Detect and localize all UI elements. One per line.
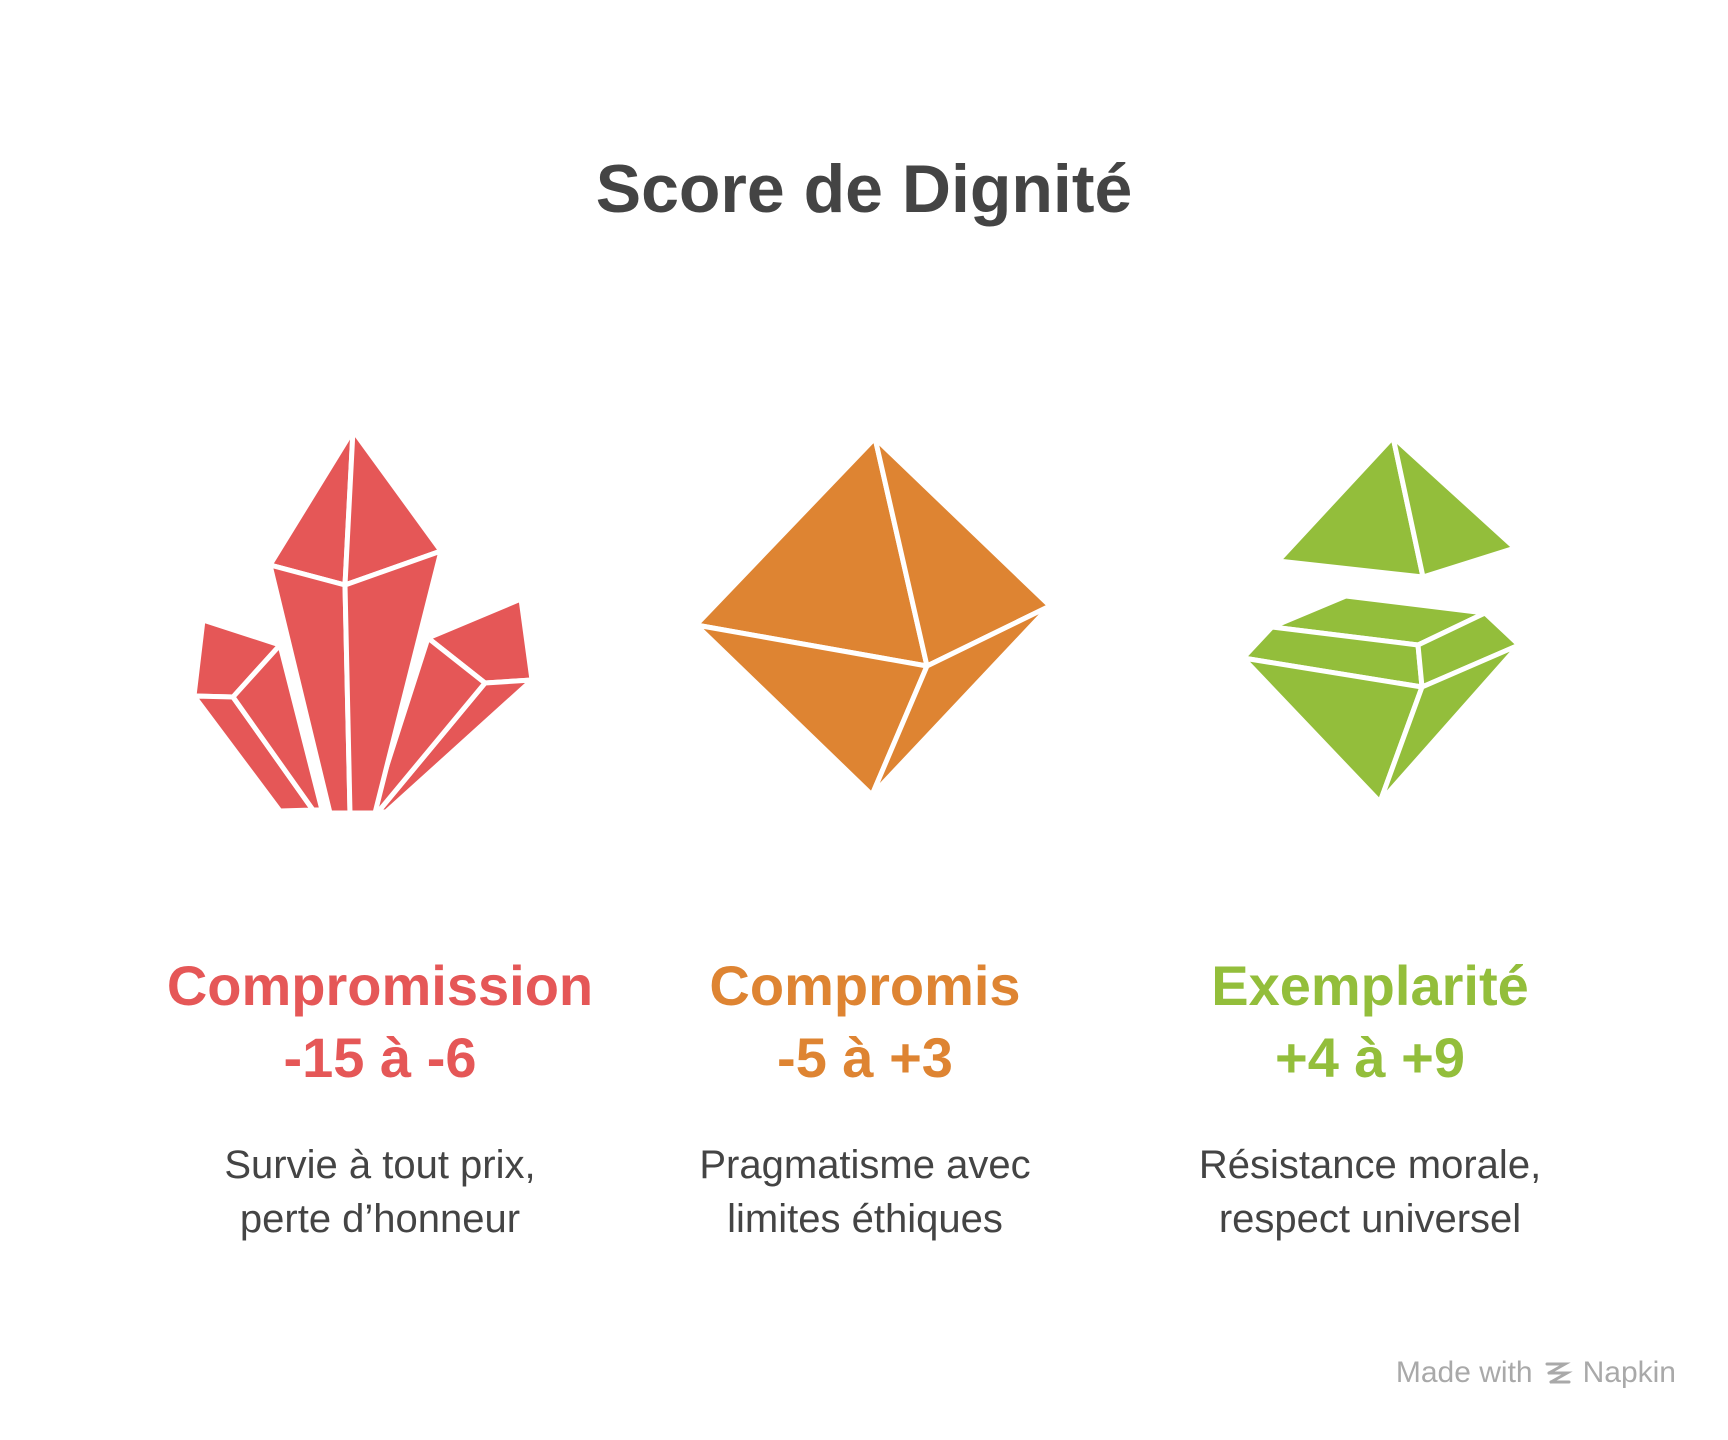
napkin-brand-label: Napkin: [1582, 1356, 1676, 1389]
split-gem-icon: [1240, 434, 1522, 805]
description-line: perte d’honneur: [239, 1197, 521, 1241]
category-name: Compromission: [166, 954, 594, 1017]
napkin-logo-icon: [1545, 1362, 1573, 1384]
category-compromission: Compromission -15 à -6 Survie à tout pri…: [80, 950, 680, 1246]
category-compromis: Compromis -5 à +3 Pragmatisme avec limit…: [565, 950, 1165, 1246]
category-description: Survie à tout prix, perte d’honneur: [80, 1138, 680, 1246]
octahedron-icon: [693, 435, 1053, 798]
category-exemplarite: Exemplarité +4 à +9 Résistance morale, r…: [1070, 950, 1670, 1246]
description-line: limites éthiques: [727, 1197, 1003, 1241]
made-with-label: Made with: [1395, 1356, 1533, 1389]
crystal-cluster-icon: [191, 427, 535, 816]
description-line: Résistance morale,: [1198, 1143, 1542, 1187]
category-description: Résistance morale, respect universel: [1070, 1138, 1670, 1246]
made-with-napkin-badge[interactable]: Made with Napkin: [1396, 1356, 1676, 1390]
description-line: Pragmatisme avec: [699, 1143, 1031, 1187]
category-description: Pragmatisme avec limites éthiques: [565, 1138, 1165, 1246]
description-line: respect universel: [1218, 1197, 1522, 1241]
category-name: Compromis: [709, 954, 1021, 1017]
score-range: +4 à +9: [1275, 1026, 1465, 1089]
score-range: -5 à +3: [777, 1026, 953, 1089]
description-line: Survie à tout prix,: [224, 1143, 536, 1187]
page-title: Score de Dignité: [595, 151, 1133, 227]
score-range: -15 à -6: [283, 1026, 477, 1089]
category-name: Exemplarité: [1211, 954, 1529, 1017]
